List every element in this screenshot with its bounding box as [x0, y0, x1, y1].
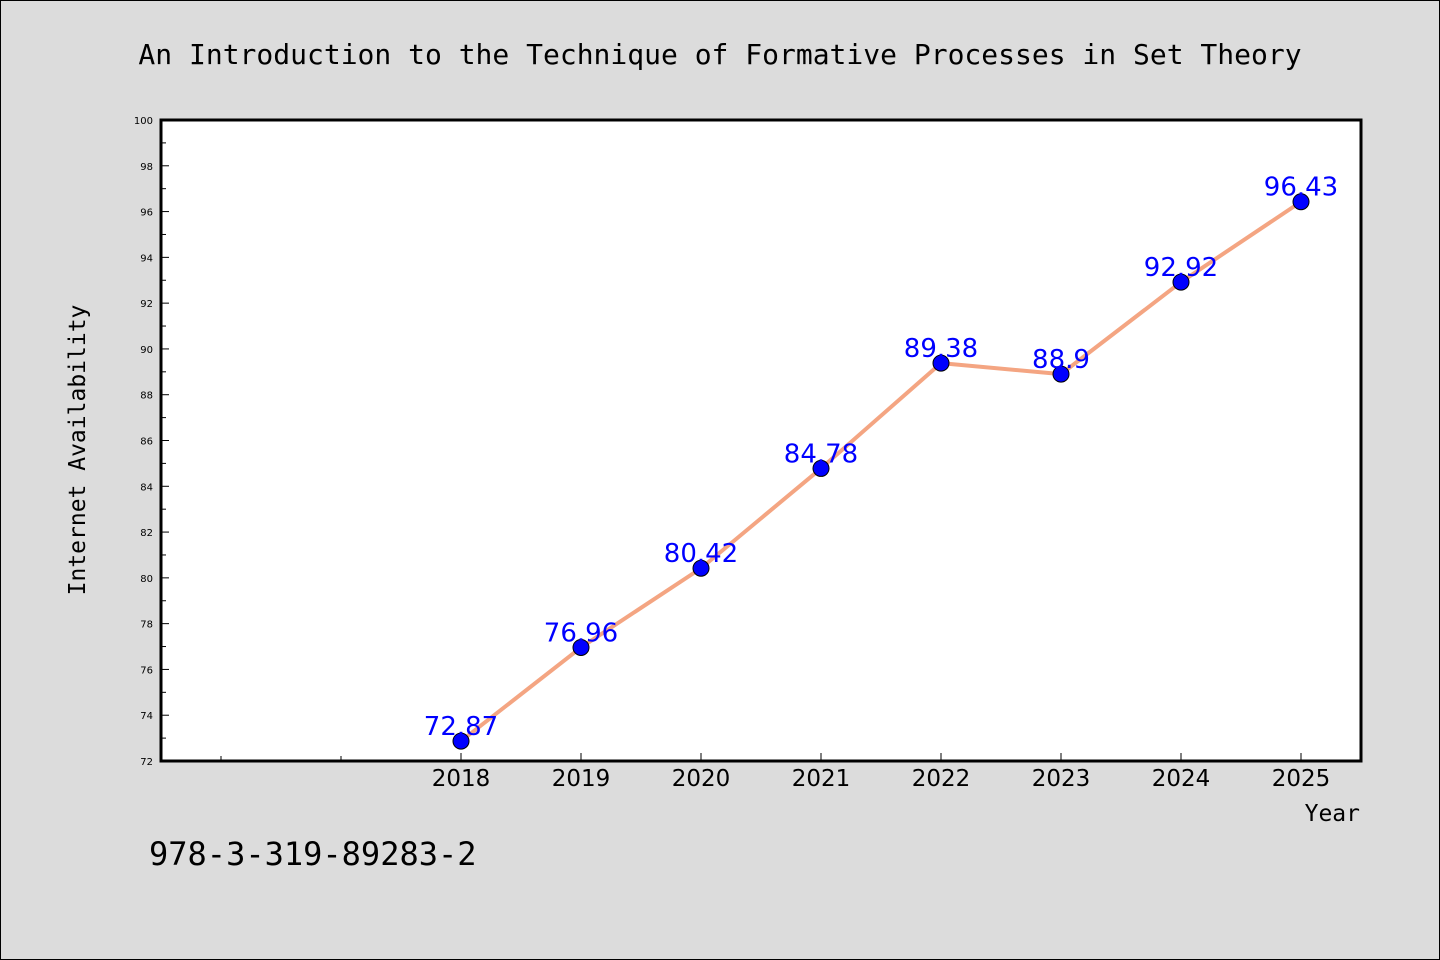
y-tick-label: 86: [140, 437, 153, 448]
data-point: [1052, 365, 1070, 383]
chart-title: An Introduction to the Technique of Form…: [138, 38, 1301, 71]
data-point: [572, 638, 590, 656]
data-point: [932, 354, 950, 372]
data-labels: 72.87 76.96 80.42 84.78 89.38 88.9 92.92 96.43: [424, 173, 1338, 742]
y-tick-label: 90: [140, 345, 153, 356]
y-axis: 72 74 76 78 80 82 84 86 88 90 92 94 96 98 100: [134, 116, 169, 768]
x-tick-label: 2021: [792, 766, 851, 792]
data-label: 80.42: [664, 539, 738, 569]
x-tick-label: 2022: [912, 766, 971, 792]
x-tick-label: 2024: [1152, 766, 1211, 792]
data-label: 88.9: [1032, 345, 1090, 375]
series-line: [459, 199, 1303, 744]
y-tick-label: 98: [140, 162, 153, 173]
data-label: 84.78: [784, 439, 858, 469]
y-tick-label: 96: [140, 208, 153, 219]
plot-border: [159, 118, 1363, 763]
y-tick-label: 100: [134, 116, 153, 127]
isbn-text: 978-3-319-89283-2: [149, 835, 477, 873]
y-axis-label: Internet Availability: [65, 305, 91, 596]
y-tick-label: 88: [140, 391, 153, 402]
x-tick-label: 2018: [432, 766, 491, 792]
y-tick-label: 72: [140, 757, 153, 768]
x-tick-label: 2020: [672, 766, 731, 792]
data-point: [692, 559, 710, 577]
x-axis-label: Year: [1305, 801, 1360, 827]
data-label: 72.87: [424, 712, 498, 742]
x-tick-label: 2023: [1032, 766, 1091, 792]
data-label: 89.38: [904, 334, 978, 364]
data-label: 92.92: [1144, 253, 1218, 283]
y-tick-label: 78: [140, 620, 153, 631]
y-tick-label: 94: [140, 253, 153, 264]
y-tick-label: 74: [140, 711, 153, 722]
data-point: [452, 732, 470, 750]
y-tick-label: 76: [140, 665, 153, 676]
x-tick-label: 2019: [552, 766, 611, 792]
series-markers: [452, 193, 1310, 750]
y-tick-label: 84: [140, 482, 153, 493]
x-axis: 2018 2019 2020 2021 2022 2023 2024 2025: [220, 753, 1331, 792]
data-point: [1292, 193, 1310, 211]
data-label: 96.43: [1264, 173, 1338, 203]
data-point: [812, 459, 830, 477]
y-tick-label: 92: [140, 299, 153, 310]
y-tick-label: 80: [140, 574, 153, 585]
data-point: [1172, 273, 1190, 291]
y-tick-label: 82: [140, 528, 153, 539]
plot-area: [161, 120, 1361, 761]
x-tick-label: 2025: [1272, 766, 1331, 792]
data-label: 76.96: [544, 618, 618, 648]
